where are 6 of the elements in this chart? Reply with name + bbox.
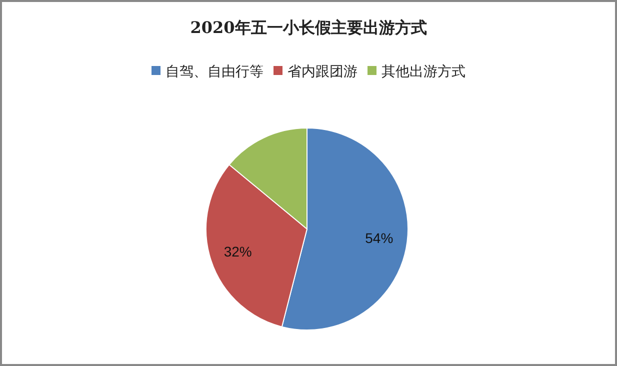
legend-label: 省内跟团游	[288, 64, 358, 80]
legend-label: 自驾、自由行等	[166, 64, 264, 80]
data-label: 32%	[224, 243, 252, 260]
data-label: 54%	[365, 230, 394, 246]
legend-label: 其他出游方式	[382, 64, 466, 80]
chart-title: 2020年五一小长假主要出游方式	[190, 18, 427, 37]
